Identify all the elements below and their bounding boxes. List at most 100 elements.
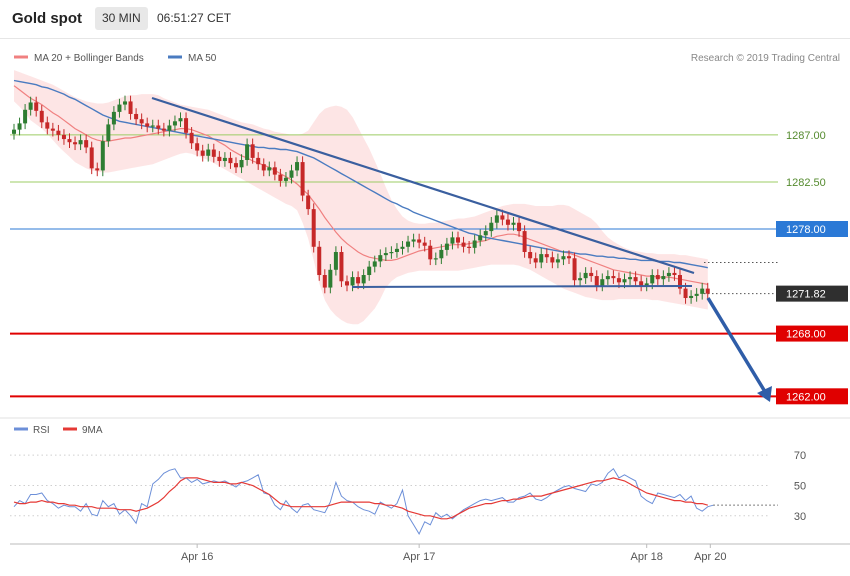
candle (661, 270, 666, 285)
candle (345, 275, 349, 292)
legend-ma20-label: MA 20 + Bollinger Bands (34, 53, 144, 64)
candle-body (100, 141, 105, 171)
candle (45, 116, 50, 135)
candle (550, 251, 555, 269)
level-label-1287.00: 1287.00 (786, 130, 826, 142)
candle-body (589, 272, 594, 277)
candle (167, 119, 172, 137)
moving-average-layer (13, 79, 708, 285)
candle-body (128, 101, 133, 114)
candle-body (367, 266, 372, 276)
candle (161, 122, 166, 137)
candle (567, 250, 571, 265)
candle-body (61, 134, 66, 140)
timeframe-button[interactable]: 30 MIN (95, 7, 148, 30)
candle (322, 269, 327, 294)
candle-body (95, 168, 100, 171)
candle (245, 138, 250, 166)
candle (184, 112, 189, 139)
candle-body (483, 231, 488, 236)
candle (117, 98, 122, 118)
candle-body (111, 111, 116, 125)
candle-body (333, 252, 338, 270)
candle-body (117, 104, 122, 112)
candle-body (211, 149, 216, 157)
candle (544, 248, 549, 263)
candle (417, 233, 422, 249)
candle (533, 252, 538, 269)
candle-body (644, 283, 649, 286)
candle (467, 241, 472, 254)
candle (555, 253, 560, 269)
candle (700, 282, 705, 300)
candle (589, 267, 594, 282)
candle (561, 250, 566, 266)
candle-body (261, 164, 266, 171)
candle-body (478, 235, 483, 241)
candle-body (389, 252, 394, 254)
candle-body (356, 277, 361, 284)
candle-body (167, 125, 172, 131)
candle-body (234, 163, 238, 168)
candle (134, 108, 139, 125)
level-tag-1268.00 (776, 325, 848, 342)
candle (478, 229, 483, 247)
candle-body (73, 142, 78, 145)
candle (400, 241, 405, 255)
candle (367, 260, 372, 281)
candle (234, 157, 238, 174)
candle-body (406, 241, 411, 247)
candle (311, 203, 316, 253)
candle (217, 151, 222, 167)
forecast-arrow-shaft (706, 297, 769, 396)
candle (522, 225, 527, 258)
candle-body (400, 246, 405, 249)
candle (111, 106, 116, 131)
candle (678, 269, 682, 295)
candle (239, 154, 244, 174)
forecast-arrow-head (757, 386, 772, 402)
candle (411, 233, 416, 248)
candle-body (539, 254, 544, 263)
legend-rsi: RSI (14, 425, 50, 436)
candle (28, 96, 33, 116)
candle-body (189, 132, 194, 144)
level-tag-1262.00 (776, 388, 848, 405)
candle (150, 119, 155, 133)
candle-body (567, 256, 571, 259)
candle (639, 275, 644, 292)
candle-body (494, 215, 499, 223)
candle-body (578, 278, 583, 281)
chart-header: Gold spot 30 MIN 06:51:27 CET (0, 0, 850, 39)
candle-body (533, 258, 538, 263)
candle (628, 271, 633, 285)
candle-body (439, 249, 444, 259)
candle (211, 143, 216, 163)
legend-ma50: MA 50 (168, 53, 217, 64)
candle-body (84, 140, 89, 148)
candle-body (45, 122, 50, 129)
time-label-2: Apr 18 (630, 551, 662, 563)
candle (511, 216, 516, 231)
current-price-tag (776, 285, 848, 302)
candle-body (517, 222, 522, 232)
level-label-1278.00: 1278.00 (786, 224, 826, 236)
candle-body (511, 222, 516, 225)
candle (250, 138, 255, 164)
candle-body (78, 140, 83, 145)
candle (128, 95, 133, 120)
candle-body (555, 259, 560, 263)
candle-body (522, 231, 527, 253)
candle (483, 225, 488, 242)
candle (50, 122, 55, 137)
candle (317, 241, 322, 281)
candle (261, 158, 266, 177)
candle-body (666, 272, 671, 277)
legend-rsi-label: RSI (33, 425, 50, 436)
descending-trendline (151, 96, 695, 275)
time-label-3: Apr 20 (694, 551, 726, 563)
time-label-1: Apr 17 (403, 551, 435, 563)
candle (267, 161, 272, 177)
candle (289, 164, 294, 184)
